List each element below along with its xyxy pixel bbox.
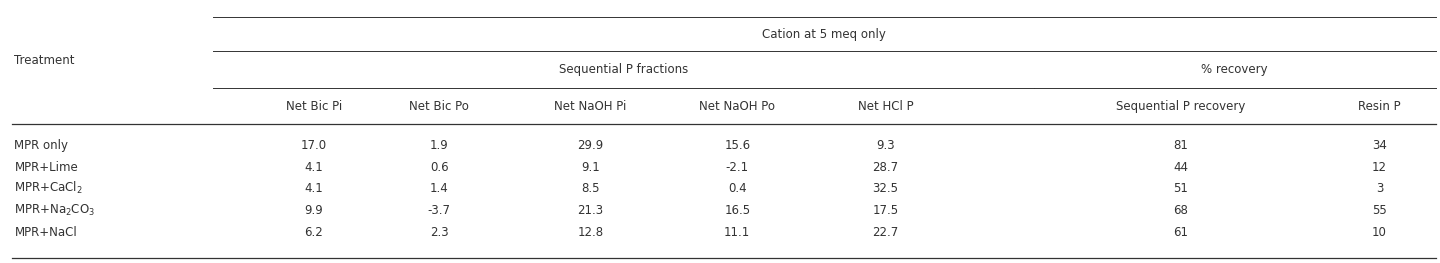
Text: 28.7: 28.7 — [873, 160, 899, 174]
Text: 32.5: 32.5 — [873, 181, 899, 195]
Text: Net Bic Pi: Net Bic Pi — [285, 100, 343, 113]
Text: 9.1: 9.1 — [580, 160, 600, 174]
Text: 4.1: 4.1 — [304, 181, 324, 195]
Text: 29.9: 29.9 — [577, 139, 603, 153]
Text: 55: 55 — [1372, 204, 1387, 217]
Text: 81: 81 — [1174, 139, 1188, 153]
Text: MPR+Na$_2$CO$_3$: MPR+Na$_2$CO$_3$ — [14, 203, 95, 218]
Text: 10: 10 — [1372, 226, 1387, 239]
Text: 51: 51 — [1174, 181, 1188, 195]
Text: Sequential P recovery: Sequential P recovery — [1116, 100, 1246, 113]
Text: 11.1: 11.1 — [724, 226, 750, 239]
Text: 61: 61 — [1174, 226, 1188, 239]
Text: % recovery: % recovery — [1201, 63, 1269, 76]
Text: 21.3: 21.3 — [577, 204, 603, 217]
Text: 12.8: 12.8 — [577, 226, 603, 239]
Text: 17.5: 17.5 — [873, 204, 899, 217]
Text: 15.6: 15.6 — [724, 139, 750, 153]
Text: 34: 34 — [1372, 139, 1387, 153]
Text: Net Bic Po: Net Bic Po — [409, 100, 469, 113]
Text: 0.6: 0.6 — [431, 160, 448, 174]
Text: Net NaOH Pi: Net NaOH Pi — [554, 100, 626, 113]
Text: 0.4: 0.4 — [729, 181, 746, 195]
Text: 3: 3 — [1375, 181, 1384, 195]
Text: MPR+CaCl$_2$: MPR+CaCl$_2$ — [14, 180, 84, 196]
Text: Net NaOH Po: Net NaOH Po — [700, 100, 775, 113]
Text: Net HCl P: Net HCl P — [858, 100, 913, 113]
Text: 17.0: 17.0 — [301, 139, 327, 153]
Text: MPR+NaCl: MPR+NaCl — [14, 226, 78, 239]
Text: MPR+Lime: MPR+Lime — [14, 160, 78, 174]
Text: 9.9: 9.9 — [304, 204, 324, 217]
Text: 16.5: 16.5 — [724, 204, 750, 217]
Text: 4.1: 4.1 — [304, 160, 324, 174]
Text: Resin P: Resin P — [1358, 100, 1401, 113]
Text: 9.3: 9.3 — [877, 139, 894, 153]
Text: 2.3: 2.3 — [431, 226, 448, 239]
Text: -2.1: -2.1 — [726, 160, 749, 174]
Text: 1.4: 1.4 — [429, 181, 449, 195]
Text: 8.5: 8.5 — [582, 181, 599, 195]
Text: Cation at 5 meq only: Cation at 5 meq only — [762, 28, 887, 41]
Text: Treatment: Treatment — [14, 54, 75, 67]
Text: 6.2: 6.2 — [304, 226, 324, 239]
Text: 12: 12 — [1372, 160, 1387, 174]
Text: 68: 68 — [1174, 204, 1188, 217]
Text: MPR only: MPR only — [14, 139, 69, 153]
Text: 44: 44 — [1174, 160, 1188, 174]
Text: 22.7: 22.7 — [873, 226, 899, 239]
Text: Sequential P fractions: Sequential P fractions — [559, 63, 688, 76]
Text: -3.7: -3.7 — [428, 204, 451, 217]
Text: 1.9: 1.9 — [429, 139, 449, 153]
